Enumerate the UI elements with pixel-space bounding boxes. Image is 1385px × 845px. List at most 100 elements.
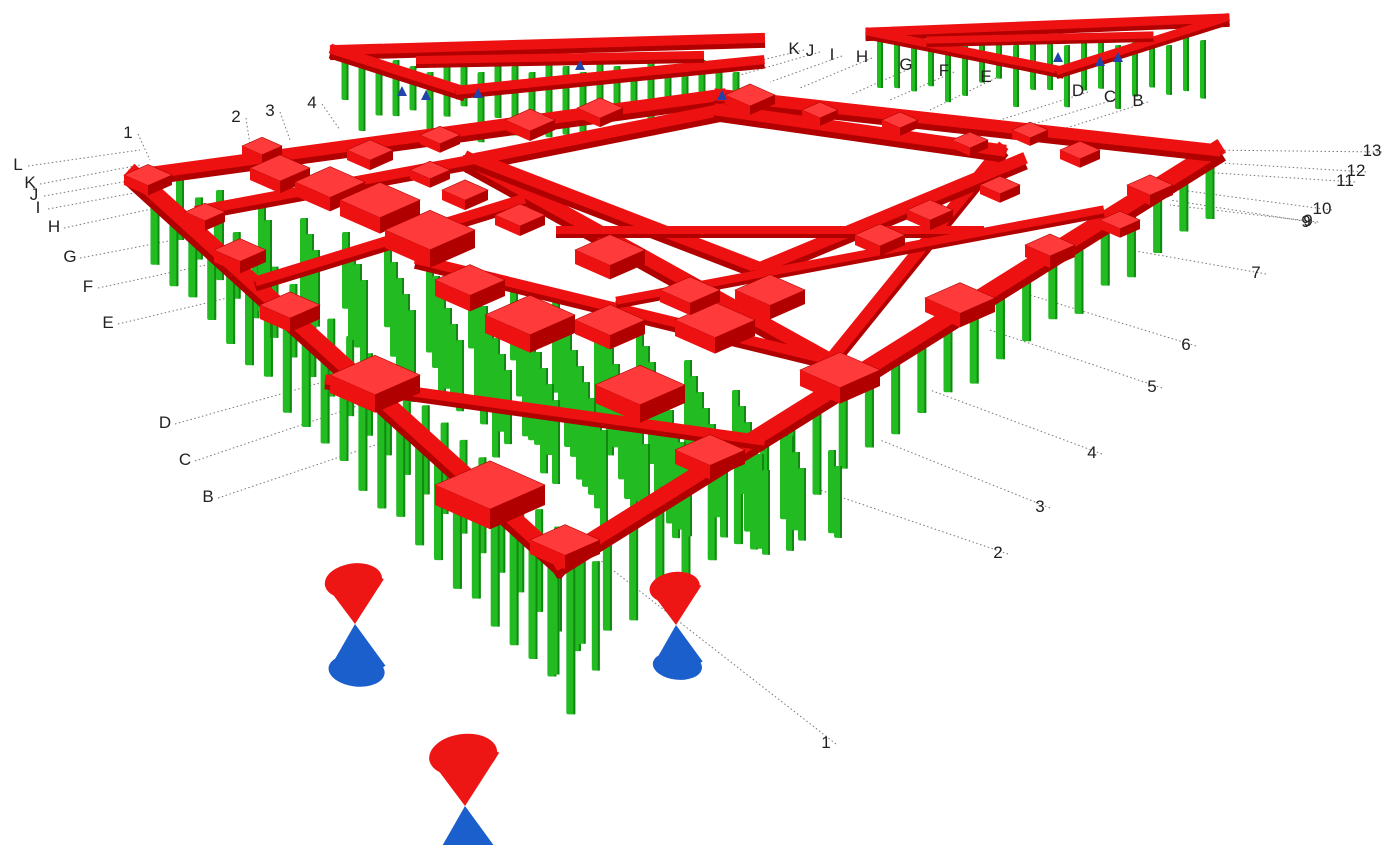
pile-shade (381, 72, 383, 115)
marker-6 (1053, 52, 1063, 62)
pile-shade (1187, 35, 1189, 91)
pile-49 (629, 521, 638, 621)
pile-shade (881, 35, 883, 88)
grid-label-back-6: F (939, 61, 949, 80)
pile-156 (376, 72, 383, 115)
pile-197 (1200, 40, 1206, 99)
pile-shade (924, 340, 926, 413)
grid-label-front-3: 3 (265, 101, 274, 120)
pile-shade (1017, 45, 1019, 107)
pile-shade (598, 561, 600, 671)
grid-label-left-6: G (63, 247, 76, 266)
grid-label-back-10: B (1132, 91, 1143, 110)
pile-44 (566, 566, 575, 714)
pile-155 (359, 66, 366, 131)
pile-shade (1160, 193, 1162, 253)
grid-line-left-7 (98, 262, 220, 288)
pile-shade (820, 406, 822, 495)
grid-line-front-3 (280, 112, 290, 140)
pile-shade (768, 470, 770, 555)
pile-144 (798, 468, 806, 541)
pile-45 (592, 561, 600, 671)
ground-beam-23 (930, 35, 1150, 44)
pile-shade (1213, 160, 1215, 219)
pile-shade (846, 390, 848, 469)
beam-top (420, 55, 700, 60)
pile-shade (915, 45, 917, 91)
pile-105 (360, 280, 368, 366)
grid-label-left-5: H (48, 217, 60, 236)
pile-178 (877, 35, 883, 88)
grid-line-front-2 (246, 118, 250, 145)
pile-shade (898, 357, 900, 434)
cone-lower (435, 806, 502, 845)
pile-47 (577, 554, 586, 644)
grid-label-left-1: L (13, 155, 22, 174)
cone-upper-base (322, 560, 384, 603)
pile-shade (366, 280, 368, 366)
beam-top (930, 35, 1150, 40)
pile-186 (1013, 45, 1019, 107)
pile-shade (610, 537, 612, 630)
pile-shade (1170, 45, 1172, 95)
grid-label-right-8: 6 (1181, 335, 1190, 354)
pile-shade (1068, 45, 1070, 107)
grid-label-right-11: 3 (1035, 497, 1044, 516)
grid-label-left-4: I (36, 198, 41, 217)
ground-beam-14 (560, 230, 980, 234)
grid-label-right-10: 4 (1087, 443, 1096, 462)
pile-196 (1183, 35, 1189, 91)
pile-46 (551, 570, 560, 675)
grid-line-right-7 (1130, 250, 1266, 274)
pile-shade (804, 468, 806, 541)
grid-line-right-9 (990, 330, 1162, 388)
ground-beam-19 (420, 55, 700, 64)
grid-label-front-2: 2 (231, 107, 240, 126)
grid-line-left-8 (118, 295, 240, 324)
pile-cap-26 (442, 180, 488, 210)
pile-shade (1055, 258, 1057, 319)
grid-label-left-9: D (159, 413, 171, 432)
grid-label-back-4: H (856, 47, 868, 66)
grid-line-right-11 (880, 440, 1050, 508)
grid-label-back-2: J (806, 41, 815, 60)
grid-label-right-13: 1 (821, 733, 830, 752)
pile-cap-24 (575, 235, 645, 280)
grid-line-right-10 (930, 390, 1102, 454)
grid-label-back-5: G (899, 55, 912, 74)
pile-shade (840, 466, 842, 538)
grid-label-front-1: 1 (123, 123, 132, 142)
grid-label-left-8: E (102, 313, 113, 332)
pile-195 (1166, 45, 1172, 95)
grid-label-back-3: I (830, 45, 835, 64)
grid-label-back-1: K (788, 39, 800, 58)
grid-label-right-1: 13 (1363, 141, 1382, 160)
grid-label-front-4: 4 (307, 93, 316, 112)
pile-154 (342, 60, 349, 100)
grid-label-right-9: 5 (1147, 377, 1156, 396)
grid-line-right-3 (1200, 172, 1355, 182)
pile-shade (1108, 226, 1110, 286)
pile-shade (558, 570, 560, 675)
pile-shade (636, 521, 638, 621)
cone-upper-base (426, 730, 500, 781)
pile-shade (573, 566, 575, 714)
grid-label-back-9: C (1104, 87, 1116, 106)
grid-line-right-4 (1180, 190, 1332, 210)
grid-line-front-1 (138, 134, 150, 160)
pile-shade (1082, 242, 1084, 314)
grid-label-right-4: 10 (1313, 199, 1332, 218)
double-cone-2 (648, 569, 704, 683)
double-cone-3 (426, 730, 502, 845)
grid-line-right-1 (1205, 150, 1382, 152)
grid-label-right-7: 7 (1251, 263, 1260, 282)
pile-150 (762, 470, 770, 555)
pile-shade (364, 66, 366, 131)
grid-label-left-7: F (83, 277, 93, 296)
grid-label-left-11: B (202, 487, 213, 506)
double-cone-1 (322, 560, 386, 690)
grid-line-front-4 (322, 104, 340, 130)
grid-label-right-12: 2 (993, 543, 1002, 562)
pile-shade (1029, 275, 1031, 341)
